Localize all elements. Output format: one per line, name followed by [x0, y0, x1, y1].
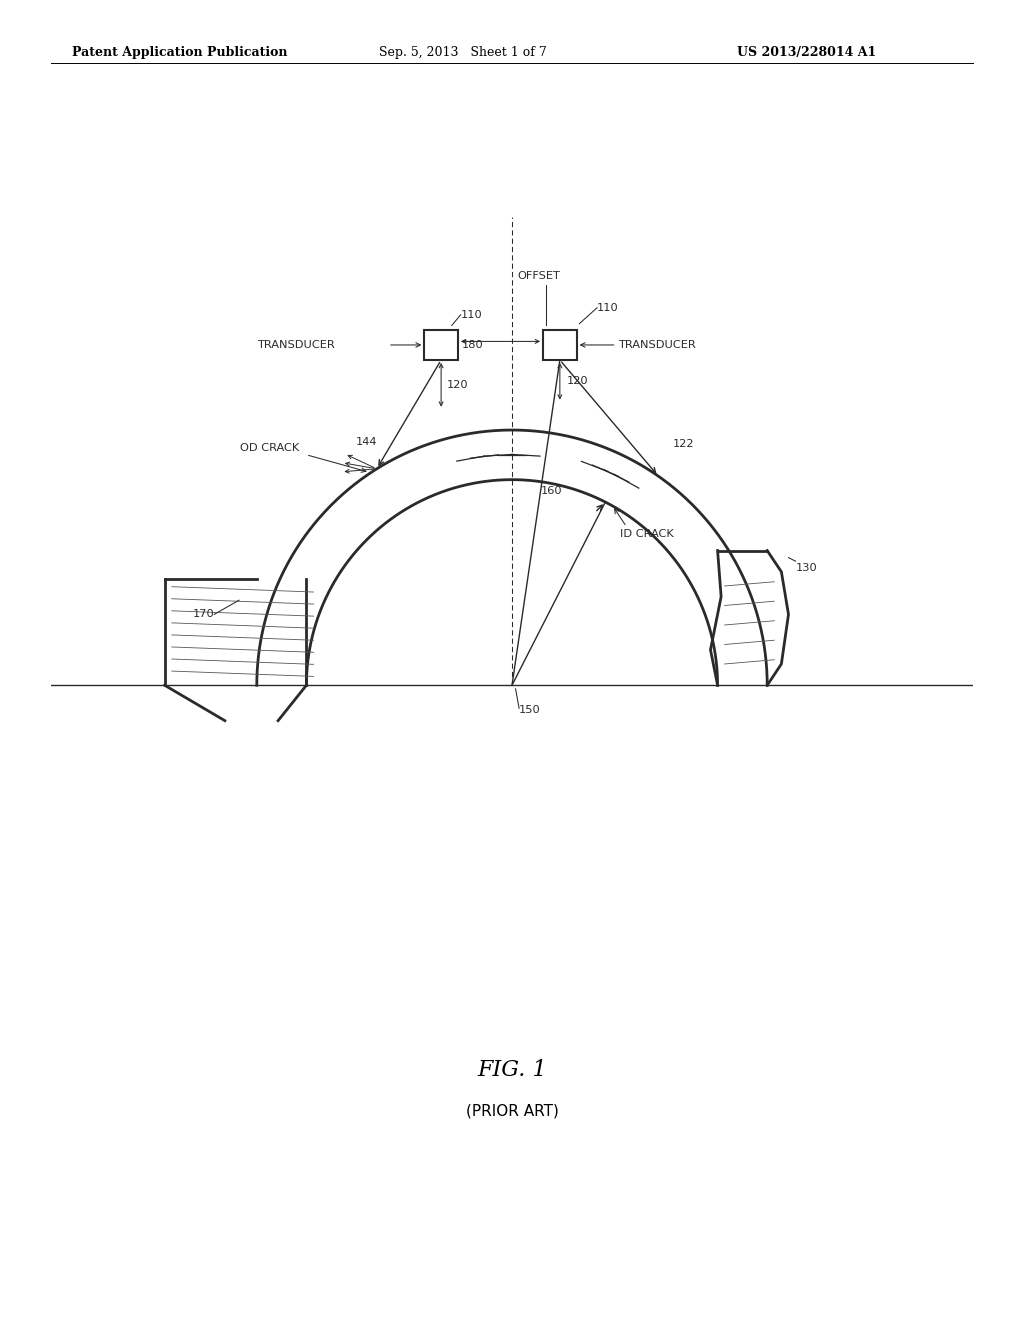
Text: 122: 122 [673, 440, 694, 449]
Text: Patent Application Publication: Patent Application Publication [72, 46, 287, 59]
Text: OFFSET: OFFSET [517, 271, 560, 281]
Text: ID CRACK: ID CRACK [620, 529, 673, 539]
Text: TRANSDUCER: TRANSDUCER [618, 341, 696, 350]
Text: 170: 170 [193, 610, 214, 619]
Text: 120: 120 [446, 380, 468, 389]
Text: (PRIOR ART): (PRIOR ART) [466, 1104, 558, 1118]
Text: Sep. 5, 2013   Sheet 1 of 7: Sep. 5, 2013 Sheet 1 of 7 [379, 46, 547, 59]
Text: 110: 110 [461, 310, 482, 319]
Text: 110: 110 [597, 302, 618, 313]
Text: 144: 144 [355, 437, 377, 447]
Text: OD CRACK: OD CRACK [240, 442, 299, 453]
Text: 130: 130 [796, 564, 817, 573]
Bar [543, 330, 577, 360]
Text: 180: 180 [462, 341, 483, 350]
Bar [424, 330, 458, 360]
Text: FIG. 1: FIG. 1 [477, 1059, 547, 1081]
Text: US 2013/228014 A1: US 2013/228014 A1 [737, 46, 877, 59]
Text: 150: 150 [519, 705, 541, 715]
Text: 160: 160 [541, 487, 563, 496]
Text: TRANSDUCER: TRANSDUCER [257, 341, 335, 350]
Text: 120: 120 [567, 376, 589, 387]
